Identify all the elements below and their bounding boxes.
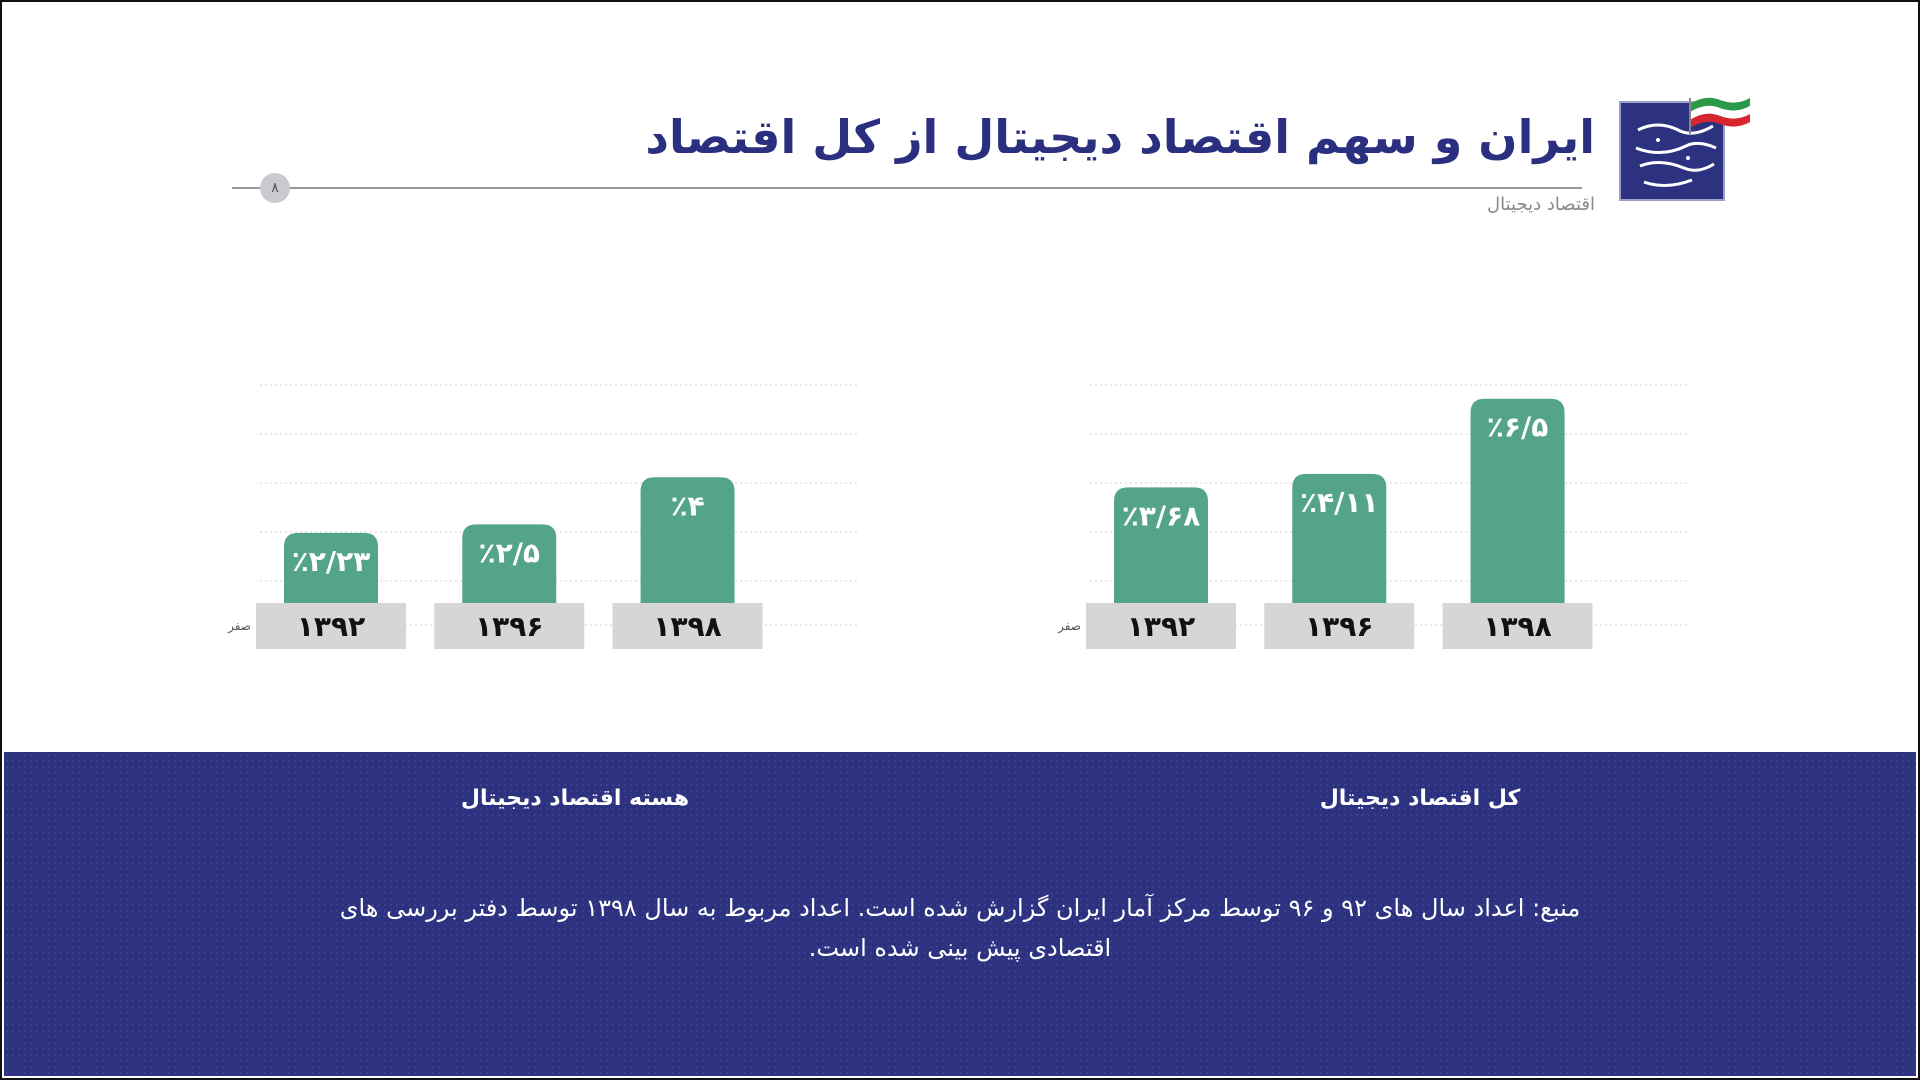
category-label: ۱۳۹۲	[1127, 610, 1195, 643]
bar	[1470, 398, 1565, 603]
category-label: ۱۳۹۶	[475, 610, 543, 643]
category-label-box	[1264, 603, 1415, 649]
bar	[640, 477, 735, 603]
category-label: ۱۳۹۲	[297, 610, 365, 643]
baseline-label: صفر	[1057, 619, 1081, 634]
bar	[1292, 473, 1387, 603]
ministry-logo-icon	[1618, 90, 1753, 202]
bar-value-label: ٪۳/۶۸	[1122, 499, 1201, 532]
chart-title-total: کل اقتصاد دیجیتال	[1319, 786, 1521, 811]
chart-total-svg: صفر ٪۳/۶۸ ۱۳۹۲ ٪۴/۱۱ ۱۳۹۶ ٪۶/۵ ۱۳۹۸	[1057, 384, 1690, 649]
page-title: ایران و سهم اقتصاد دیجیتال از کل اقتصاد	[645, 110, 1595, 164]
bar	[462, 524, 557, 603]
category-label-box	[1086, 603, 1236, 649]
bar	[284, 532, 378, 603]
category-label: ۱۳۹۶	[1305, 610, 1373, 643]
bar-value-label: ٪۴/۱۱	[1300, 486, 1379, 519]
bar-value-label: ٪۴	[670, 489, 704, 522]
bar	[1114, 487, 1208, 603]
category-label: ۱۳۹۸	[653, 610, 721, 643]
chart-core-svg: صفر ٪۲/۲۳ ۱۳۹۲ ٪۲/۵ ۱۳۹۶ ٪۴ ۱۳۹۸	[227, 384, 860, 649]
page-subtitle: اقتصاد دیجیتال	[1487, 194, 1595, 215]
bottom-band	[4, 752, 1916, 1076]
chart-title-core: هسته اقتصاد دیجیتال	[460, 786, 690, 811]
category-label-box	[612, 603, 763, 649]
chart-core-digital-economy: صفر ٪۲/۲۳ ۱۳۹۲ ٪۲/۵ ۱۳۹۶ ٪۴ ۱۳۹۸	[225, 370, 865, 660]
category-label-box	[1442, 603, 1593, 649]
category-label-box	[434, 603, 585, 649]
bar-value-label: ٪۲/۵	[479, 536, 541, 569]
bar-value-label: ٪۶/۵	[1487, 411, 1549, 444]
source-note: منبع: اعداد سال های ۹۲ و ۹۶ توسط مرکز آم…	[339, 894, 1581, 962]
page-number-badge: ۸	[260, 173, 290, 203]
category-label-box	[256, 603, 406, 649]
category-label: ۱۳۹۸	[1483, 610, 1551, 643]
header-divider	[232, 187, 1582, 189]
bar-value-label: ٪۲/۲۳	[292, 545, 371, 578]
baseline-label: صفر	[227, 619, 251, 634]
chart-total-digital-economy: صفر ٪۳/۶۸ ۱۳۹۲ ٪۴/۱۱ ۱۳۹۶ ٪۶/۵ ۱۳۹۸	[1055, 370, 1695, 660]
